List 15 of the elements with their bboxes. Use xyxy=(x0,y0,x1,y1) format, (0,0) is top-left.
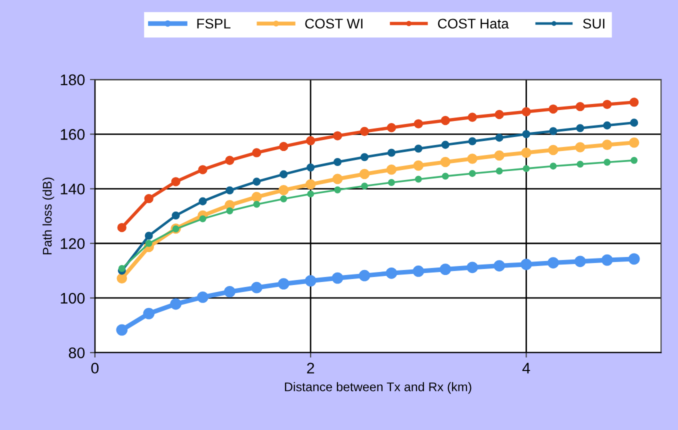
y-tick-label: 180 xyxy=(60,74,85,86)
y-tick-label: 100 xyxy=(60,292,85,304)
legend-label: COST Hata xyxy=(438,18,509,29)
x-axis-title: Distance between Tx and Rx (km) xyxy=(284,382,472,394)
x-tick-label: 0 xyxy=(91,362,99,374)
legend-label: FSPL xyxy=(197,18,230,29)
y-tick-label: 80 xyxy=(68,347,85,358)
y-tick-label: 160 xyxy=(60,129,85,140)
legend-label: SUI xyxy=(583,18,604,29)
legend-label: COST WI xyxy=(305,18,362,29)
y-tick-label: 120 xyxy=(60,238,85,250)
y-axis-title: Path loss (dB) xyxy=(42,178,54,254)
y-tick-label: 140 xyxy=(60,184,85,194)
x-tick-label: 4 xyxy=(522,362,530,374)
x-tick-label: 2 xyxy=(307,362,314,374)
